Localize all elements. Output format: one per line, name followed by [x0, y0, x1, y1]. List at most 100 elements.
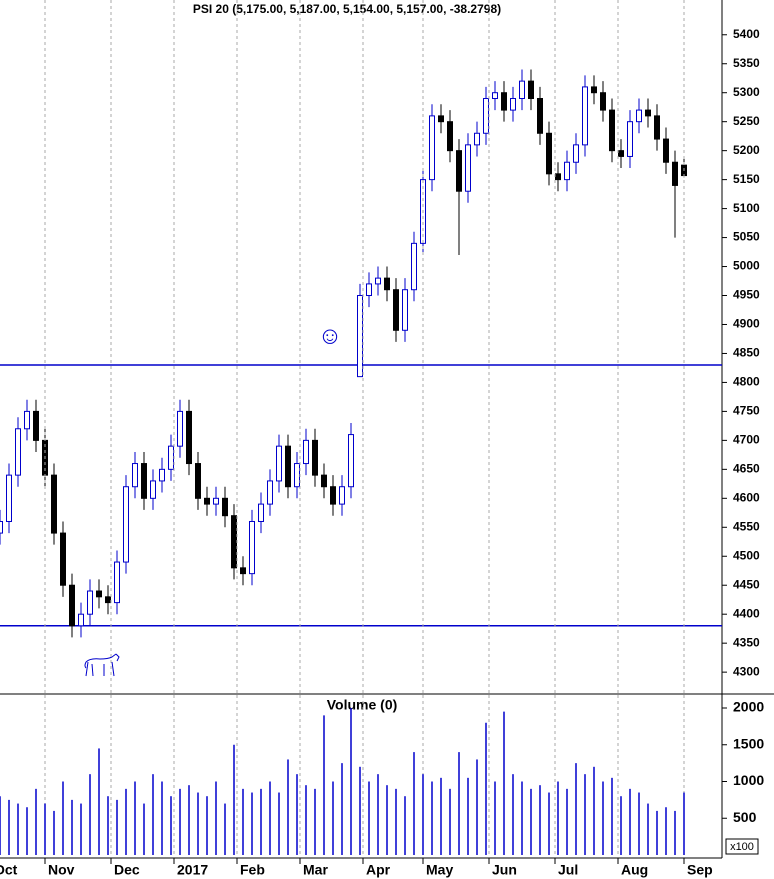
y-tick-label: 5150	[733, 172, 760, 186]
candle-body	[600, 92, 606, 111]
candle-body	[384, 277, 390, 291]
y-tick-label: 4550	[733, 519, 760, 533]
candle-body	[510, 98, 516, 111]
unit-box	[725, 838, 759, 855]
y-tick-label: 4850	[733, 346, 760, 360]
candle-body	[222, 497, 228, 517]
candle-body	[114, 561, 120, 604]
candle-body	[96, 590, 102, 598]
unit-label: x100	[730, 841, 754, 853]
candle-body	[60, 532, 66, 586]
x-tick-label: 2017	[177, 862, 208, 878]
candle-body	[258, 503, 264, 522]
candle-body	[276, 445, 282, 482]
y-tick-label: 5000	[733, 259, 760, 273]
candle-body	[87, 590, 93, 615]
y-tick-label: 4450	[733, 577, 760, 591]
x-tick-label: Jul	[558, 862, 578, 878]
candle-body	[411, 242, 417, 291]
candle-body	[393, 289, 399, 331]
y-tick-label: 5350	[733, 56, 760, 70]
candle-body	[204, 497, 210, 505]
y-tick-label: 4600	[733, 490, 760, 504]
x-tick-label: Mar	[303, 862, 328, 878]
candle-body	[528, 80, 534, 100]
candle-body	[249, 520, 255, 575]
candle-body	[303, 439, 309, 465]
candle-body	[402, 289, 408, 331]
x-tick-label: Apr	[366, 862, 391, 878]
candle-body	[150, 480, 156, 499]
y-tick-label: 5250	[733, 114, 760, 128]
candle-body	[24, 410, 30, 430]
candle-body	[672, 161, 678, 186]
y-tick-label: 5300	[733, 85, 760, 99]
candle-body	[123, 486, 129, 563]
y-tick-label: 4900	[733, 317, 760, 331]
candle-body	[456, 150, 462, 192]
candle-body	[132, 463, 138, 488]
candle-body	[564, 161, 570, 181]
candle-body	[357, 295, 363, 378]
candle-body	[105, 596, 111, 604]
candle-body	[591, 86, 597, 94]
y-tick-label: 4950	[733, 288, 760, 302]
candle-body	[501, 92, 507, 111]
candle-body	[168, 445, 174, 470]
volume-title: Volume (0)	[327, 697, 398, 713]
candle-body	[213, 497, 219, 505]
x-tick-label: Oct	[0, 862, 18, 878]
candle-body	[663, 138, 669, 163]
x-tick-label: Aug	[621, 862, 648, 878]
candle-body	[78, 613, 84, 627]
y-tick-label: 4700	[733, 433, 760, 447]
y-tick-label: 5050	[733, 230, 760, 244]
y-tick-label: 5200	[733, 143, 760, 157]
y-tick-label: 4650	[733, 462, 760, 476]
y-tick-label: 5400	[733, 27, 760, 41]
candle-body	[438, 115, 444, 123]
y-tick-label: 4500	[733, 548, 760, 562]
candle-body	[492, 92, 498, 100]
candle-body	[483, 98, 489, 134]
candle-body	[366, 283, 372, 297]
candle-body	[609, 109, 615, 152]
y-tick-label: 4400	[733, 606, 760, 620]
candle-body	[51, 474, 57, 534]
candle-body	[573, 144, 579, 163]
candle-body	[6, 474, 12, 522]
candle-body	[429, 115, 435, 181]
x-tick-label: Dec	[114, 862, 140, 878]
candle-body	[141, 463, 147, 499]
bull-icon	[84, 653, 120, 677]
candle-body	[33, 410, 39, 441]
candle-body	[519, 80, 525, 100]
candle-body	[348, 434, 354, 488]
candle-body	[285, 445, 291, 488]
candle-body	[546, 132, 552, 175]
y-tick-label: 1500	[733, 735, 764, 751]
y-tick-label: 4750	[733, 404, 760, 418]
candle-body	[312, 439, 318, 476]
x-tick-label: Feb	[240, 862, 265, 878]
x-tick-label: Nov	[48, 862, 75, 878]
candle-body	[636, 109, 642, 123]
candle-body	[267, 480, 273, 505]
candle-body	[159, 468, 165, 482]
smiley-icon: ☺	[318, 322, 343, 349]
y-tick-label: 4350	[733, 635, 760, 649]
candle-body	[627, 121, 633, 157]
y-tick-label: 4800	[733, 375, 760, 389]
candle-body	[375, 277, 381, 285]
y-tick-label: 5100	[733, 201, 760, 215]
x-tick-label: Sep	[687, 862, 713, 878]
x-tick-label: Jun	[492, 862, 517, 878]
candle-body	[474, 132, 480, 146]
candle-body	[195, 463, 201, 499]
y-tick-label: 2000	[733, 699, 764, 715]
candle-body	[186, 410, 192, 465]
candle-body	[555, 173, 561, 181]
candle-body	[240, 567, 246, 575]
candle-body	[465, 144, 471, 192]
